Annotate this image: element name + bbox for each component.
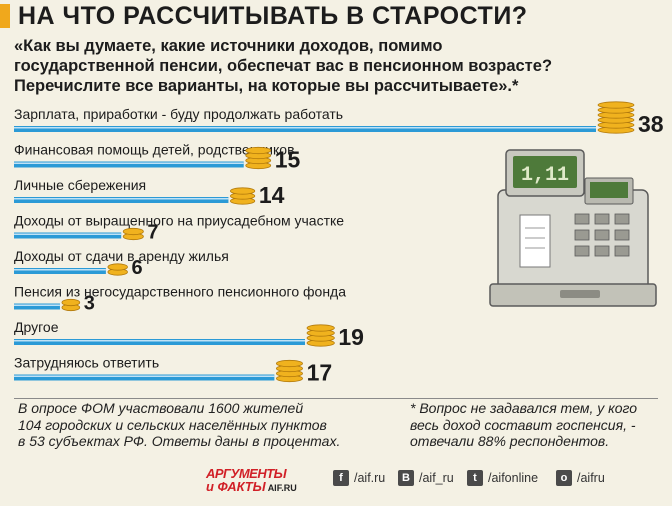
bar (14, 232, 122, 239)
category-label: Затрудняюсь ответить (14, 355, 159, 371)
logo-top-text: АРГУМЕНТЫ (206, 466, 287, 481)
category-label: Пенсия из негосударственного пенсионного… (14, 284, 346, 300)
title-accent (0, 4, 10, 28)
value-label: 7 (147, 222, 158, 244)
category-label: Зарплата, приработки - буду продолжать р… (14, 106, 343, 122)
survey-question: «Как вы думаете, какие источники доходов… (14, 36, 664, 96)
title-bar: НА ЧТО РАССЧИТЫВАТЬ В СТАРОСТИ? (0, 0, 672, 33)
twitter-icon: t (467, 470, 483, 486)
bar (14, 268, 106, 274)
logo-bottom-text: и ФАКТЫ (206, 479, 266, 494)
category-label: Доходы от сдачи в аренду жилья (14, 248, 229, 264)
footer-divider (14, 398, 658, 399)
cash-register-illustration: 1,11 (489, 149, 657, 307)
value-label: 38 (638, 111, 664, 137)
logo-domain: AIF.RU (267, 483, 297, 493)
bar (14, 303, 60, 310)
question-line: Перечислите все варианты, на которые вы … (14, 77, 519, 95)
survey-note-line: в 53 субъектах РФ. Ответы даны в процент… (18, 433, 341, 449)
bar (14, 126, 596, 132)
social-label: /aifru (577, 471, 605, 485)
footnote-line: * Вопрос не задавался тем, у кого (410, 400, 638, 416)
value-label: 14 (259, 182, 285, 208)
bar-highlight (14, 340, 305, 342)
bar-highlight (14, 198, 229, 200)
survey-note: В опросе ФОМ участвовали 1600 жителей 10… (18, 400, 398, 450)
register-display: 1,11 (521, 164, 569, 187)
value-label: 3 (84, 293, 95, 315)
bar-highlight (14, 375, 275, 377)
social-odnoklassniki[interactable]: o /aifru (556, 470, 605, 486)
logo-bottom: и ФАКТЫ AIF.RU (206, 480, 324, 495)
bar-highlight (14, 162, 244, 164)
bar-highlight (14, 127, 596, 129)
category-label: Другое (14, 319, 59, 335)
category-label: Финансовая помощь детей, родственников (14, 142, 295, 158)
coin-icon (107, 263, 128, 271)
bar (14, 339, 305, 345)
coin-icon (306, 324, 335, 332)
survey-note-line: В опросе ФОМ участвовали 1600 жителей (18, 400, 304, 416)
coin-icon (122, 227, 144, 236)
bar (14, 374, 275, 381)
value-label: 15 (275, 147, 301, 173)
footnote-line: весь доход составит госпенсия, - (410, 416, 636, 433)
bar (14, 197, 229, 203)
question-line: «Как вы думаете, какие источники доходов… (14, 37, 443, 55)
odnoklassniki-icon: o (556, 470, 572, 486)
social-label: /aifonline (488, 471, 539, 485)
coin-icon (230, 187, 256, 195)
category-label: Личные сбережения (14, 177, 146, 193)
vk-icon: B (398, 470, 414, 486)
social-vk[interactable]: B /aif_ru (398, 470, 454, 486)
category-label: Доходы от выращенного на приусадебном уч… (14, 213, 344, 229)
coin-icon (597, 101, 635, 109)
bar-highlight (14, 304, 60, 306)
social-label: /aif_ru (419, 471, 454, 485)
question-line: государственной пенсии, обеспечат вас в … (14, 57, 553, 75)
facebook-icon: f (333, 470, 349, 486)
bar-highlight (14, 233, 122, 235)
coin-icon (61, 298, 81, 307)
coin-icon (245, 146, 272, 155)
social-label: /aif.ru (354, 471, 386, 485)
bar-highlight (14, 269, 106, 271)
bars-layer: Зарплата, приработки - буду продолжать р… (14, 101, 664, 386)
value-label: 17 (307, 360, 333, 386)
value-label: 6 (131, 257, 142, 279)
social-facebook[interactable]: f /aif.ru (333, 470, 385, 486)
footnote: * Вопрос не задавался тем, у кого весь д… (410, 400, 670, 450)
aif-logo[interactable]: АРГУМЕНТЫ и ФАКТЫ AIF.RU (206, 467, 324, 493)
footnote-line: отвечали 88% респондентов. (410, 433, 610, 449)
bar (14, 161, 244, 168)
page-title: НА ЧТО РАССЧИТЫВАТЬ В СТАРОСТИ? (18, 2, 528, 30)
survey-note-line: 104 городских и сельских населённых пунк… (18, 416, 327, 433)
coin-icon (275, 359, 303, 368)
value-label: 19 (338, 324, 364, 350)
social-twitter[interactable]: t /aifonline (467, 470, 538, 486)
